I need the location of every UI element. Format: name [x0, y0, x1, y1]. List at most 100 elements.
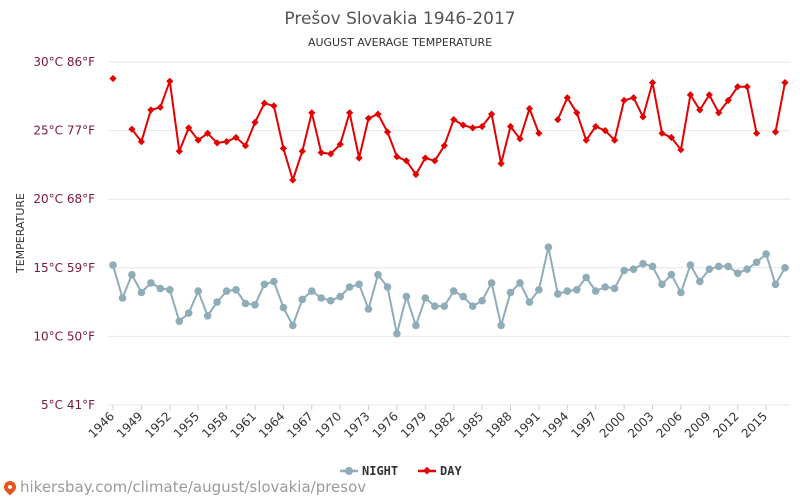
series-night-point — [743, 265, 751, 274]
series-night-point — [525, 298, 534, 306]
series-night-point — [573, 286, 581, 294]
series-night-point — [194, 287, 202, 295]
series-night-point — [714, 262, 723, 271]
series-day-point — [667, 133, 675, 142]
series-night-point — [336, 292, 345, 301]
series-night-point — [449, 287, 458, 295]
x-tick-label: 2000 — [597, 409, 628, 440]
map-pin-icon — [1, 478, 19, 496]
series-day-point — [374, 110, 382, 118]
series-night-point — [175, 317, 184, 326]
series-night-point — [544, 243, 553, 251]
footer-source[interactable]: hikersbay.com/climate/august/slovakia/pr… — [1, 478, 367, 496]
series-day-point — [601, 127, 609, 135]
series-night-point — [705, 265, 714, 274]
series-day-point — [393, 153, 401, 161]
series-night-point — [591, 287, 600, 295]
series-day-point — [658, 129, 666, 137]
series-day-point — [459, 121, 467, 129]
series-day-line — [774, 82, 786, 133]
series-night-point — [535, 286, 543, 294]
x-tick-label: 1958 — [199, 409, 230, 440]
series-day-point — [582, 136, 590, 144]
series-day-point — [194, 136, 202, 144]
series-night-point — [128, 270, 136, 279]
series-day-point — [753, 129, 761, 137]
series-day-point — [308, 109, 316, 117]
series-day-point — [781, 79, 789, 87]
series-day-point — [620, 96, 628, 104]
series-night-point — [667, 270, 676, 279]
x-tick-label: 1988 — [483, 409, 514, 440]
legend-day-label: DAY — [440, 464, 462, 478]
series-day-point — [715, 109, 723, 117]
series-night-point — [109, 261, 117, 269]
x-tick-label: 2006 — [654, 409, 685, 440]
footer-url[interactable]: hikersbay.com/climate/august/slovakia/pr… — [20, 478, 367, 496]
series-night-point — [364, 305, 373, 313]
x-tick-label: 1967 — [284, 409, 315, 440]
series-day-point — [478, 122, 486, 131]
series-night-point — [374, 270, 382, 279]
series-day-point — [412, 170, 420, 179]
legend-day-marker — [423, 466, 431, 475]
series-night-point — [270, 277, 278, 286]
series-night-point — [677, 288, 685, 297]
series-day-point — [298, 147, 306, 155]
series-day-point — [554, 116, 562, 124]
series-night-point — [260, 280, 269, 289]
series-day-point — [611, 136, 619, 144]
series-day-point — [383, 128, 392, 136]
grid-lines — [108, 61, 790, 406]
series-night-point — [317, 294, 326, 302]
series-day-point — [289, 176, 297, 184]
series-night-point — [402, 292, 411, 301]
x-tick-label: 2012 — [710, 409, 741, 440]
series-night-point — [203, 312, 212, 320]
series-day-point — [251, 118, 259, 126]
series-night-point — [752, 258, 761, 267]
series-day-point — [639, 113, 647, 121]
series-day-point — [734, 83, 742, 91]
series-night-point — [383, 283, 392, 291]
series-night-point — [431, 302, 439, 311]
series-day-point — [724, 96, 732, 104]
legend-night-marker — [345, 467, 353, 475]
series-day-point — [677, 146, 685, 154]
x-tick-label: 1976 — [370, 409, 401, 440]
series-night-point — [213, 298, 221, 306]
series-day-point — [516, 135, 524, 143]
series-day-point — [232, 133, 240, 142]
series-night-point — [771, 280, 780, 289]
series-night-point — [251, 301, 259, 309]
series-day-point — [336, 140, 344, 148]
chart-subtitle: AUGUST AVERAGE TEMPERATURE — [308, 36, 492, 49]
series-night-point — [582, 273, 590, 282]
series-day-point — [327, 150, 335, 158]
series-night-point — [279, 303, 288, 312]
series-night-point — [298, 295, 307, 304]
series-day-point — [270, 102, 278, 110]
legend-item-day[interactable]: DAY — [418, 464, 462, 478]
series-day-point — [421, 154, 429, 162]
chart-title: Prešov Slovakia 1946-2017 — [284, 9, 515, 29]
series-day-point — [147, 106, 155, 114]
series-night-point — [166, 286, 174, 294]
x-tick-label: 1991 — [512, 409, 543, 440]
x-tick-label: 1952 — [142, 409, 173, 440]
x-tick-label: 1955 — [171, 409, 202, 440]
series-day-point — [440, 142, 448, 150]
y-tick-label: 30°C 86°F — [33, 55, 95, 69]
y-tick-label: 15°C 59°F — [33, 261, 95, 275]
x-tick-label: 1949 — [114, 409, 145, 440]
series-night-point — [345, 283, 354, 291]
y-tick-label: 20°C 68°F — [33, 192, 95, 206]
x-tick-label: 1997 — [568, 409, 599, 440]
series-day — [109, 74, 789, 184]
y-tick-label: 25°C 77°F — [33, 124, 95, 138]
legend-item-night[interactable]: NIGHT — [340, 464, 398, 478]
series-night-point — [459, 292, 468, 301]
series-day-point — [213, 139, 221, 147]
series-night-point — [412, 321, 420, 330]
